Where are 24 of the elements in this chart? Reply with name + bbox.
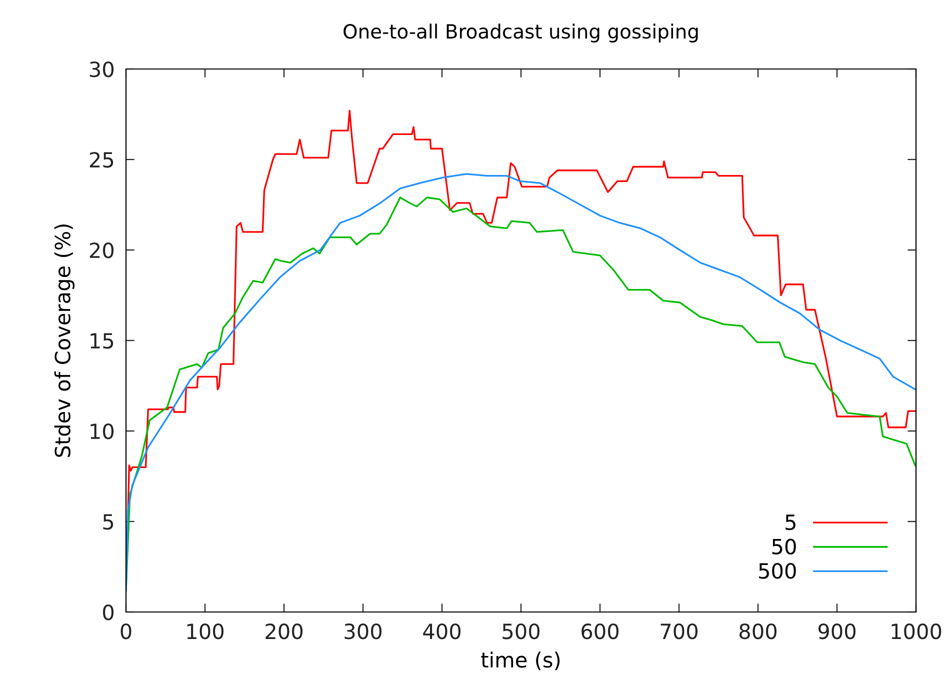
y-tick-label: 10 xyxy=(90,423,114,440)
x-tick-label: 100 xyxy=(187,623,224,640)
chart-title: One-to-all Broadcast using gossiping xyxy=(344,24,698,42)
x-tick-label: 400 xyxy=(423,623,460,640)
x-tick-label: 800 xyxy=(740,623,776,640)
x-axis-title: time (s) xyxy=(481,652,560,670)
legend-label: 5 xyxy=(786,514,796,530)
y-axis-title: Stdev of Coverage (%) xyxy=(54,224,74,457)
y-tick-label: 20 xyxy=(90,242,114,258)
y-tick-label: 0 xyxy=(103,604,114,620)
x-tick-label: 200 xyxy=(266,623,302,640)
y-tick-label: 30 xyxy=(90,61,114,78)
legend-label: 50 xyxy=(772,538,796,554)
x-tick-label: 700 xyxy=(660,623,698,640)
x-tick-label: 500 xyxy=(502,623,540,640)
x-tick-label: 300 xyxy=(344,623,382,640)
x-tick-label: 0 xyxy=(120,623,132,640)
x-tick-label: 1000 xyxy=(892,623,942,640)
y-tick-label: 15 xyxy=(90,333,114,349)
y-tick-label: 5 xyxy=(103,514,114,530)
x-tick-label: 600 xyxy=(582,623,618,640)
legend-label: 500 xyxy=(759,563,796,579)
x-tick-label: 900 xyxy=(818,623,856,640)
y-tick-label: 25 xyxy=(90,152,114,168)
